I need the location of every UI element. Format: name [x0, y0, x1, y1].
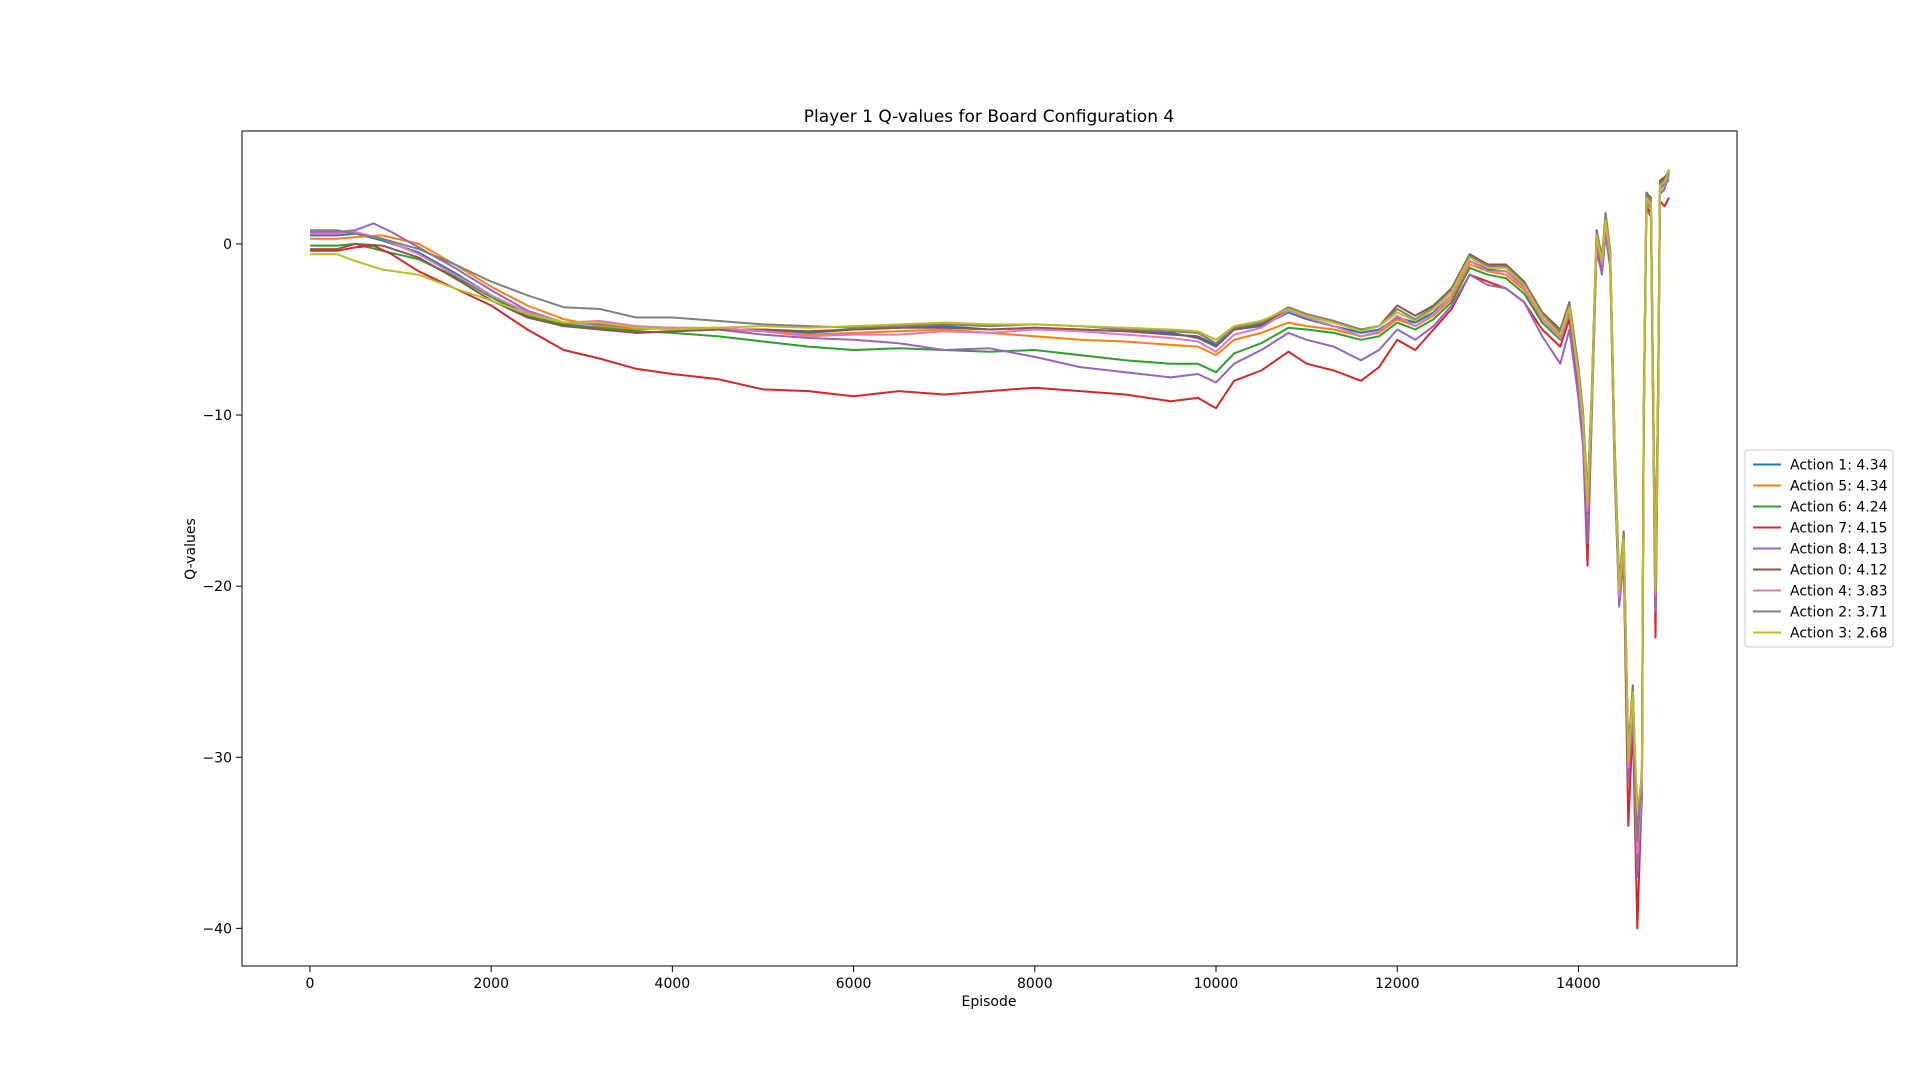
x-tick-label: 0: [305, 976, 314, 992]
legend-entry: Action 3: 2.68: [1790, 626, 1888, 642]
legend-box: [1744, 449, 1894, 648]
x-tick-label: 8000: [1017, 976, 1053, 992]
x-tick-label: 12000: [1375, 976, 1420, 992]
plot-frame: [241, 130, 1738, 967]
x-tick-label: 2000: [473, 976, 509, 992]
y-tick-label: 0: [223, 237, 232, 253]
legend-entry: Action 6: 4.24: [1790, 500, 1888, 516]
x-tick-label: 10000: [1194, 976, 1239, 992]
legend-entry: Action 0: 4.12: [1790, 563, 1888, 579]
chart-title: Player 1 Q-values for Board Configuratio…: [804, 107, 1174, 127]
series-line-4: [310, 197, 1670, 930]
legend-entry: Action 5: 4.34: [1790, 479, 1888, 495]
y-tick-label: −30: [202, 750, 232, 766]
x-tick-label: 6000: [836, 976, 872, 992]
y-axis-label: Q-values: [183, 518, 199, 580]
y-tick-label: −20: [202, 579, 232, 595]
x-tick-label: 4000: [655, 976, 691, 992]
legend-entry: Action 1: 4.34: [1790, 458, 1888, 474]
plot-area: [310, 169, 1670, 930]
series-lines: [310, 169, 1670, 930]
legend-entry: Action 7: 4.15: [1790, 521, 1888, 537]
legend-entry: Action 8: 4.13: [1790, 542, 1888, 558]
legend-entry: Action 2: 3.71: [1790, 605, 1888, 621]
x-tick-label: 14000: [1556, 976, 1601, 992]
y-tick-label: −10: [202, 408, 232, 424]
y-tick-label: −40: [202, 921, 232, 937]
x-axis-label: Episode: [962, 994, 1017, 1010]
axes: 0 2000 4000 6000 8000 10000 12000 14000 0 −10 −20 −…: [202, 130, 1738, 992]
legend-entry: Action 4: 3.83: [1790, 584, 1888, 600]
legend: Action 1: 4.34 Action 5: 4.34 Action 6: 4.…: [1744, 449, 1894, 648]
series-line-9: [310, 170, 1670, 810]
